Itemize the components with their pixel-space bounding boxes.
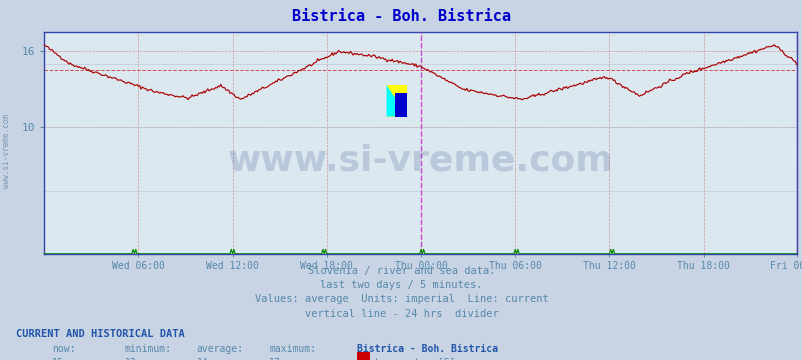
Text: minimum:: minimum: <box>124 344 172 354</box>
Text: 17: 17 <box>269 358 281 360</box>
Text: vertical line - 24 hrs  divider: vertical line - 24 hrs divider <box>304 309 498 319</box>
Text: last two days / 5 minutes.: last two days / 5 minutes. <box>320 280 482 290</box>
Text: Bistrica - Boh. Bistrica: Bistrica - Boh. Bistrica <box>292 9 510 24</box>
Text: Bistrica - Boh. Bistrica: Bistrica - Boh. Bistrica <box>357 344 498 354</box>
Text: maximum:: maximum: <box>269 344 316 354</box>
Text: 15: 15 <box>52 358 64 360</box>
Text: www.si-vreme.com: www.si-vreme.com <box>2 114 11 188</box>
Text: average:: average: <box>196 344 244 354</box>
Text: 12: 12 <box>124 358 136 360</box>
Text: Values: average  Units: imperial  Line: current: Values: average Units: imperial Line: cu… <box>254 294 548 305</box>
Text: Slovenia / river and sea data.: Slovenia / river and sea data. <box>307 266 495 276</box>
Text: now:: now: <box>52 344 75 354</box>
Text: www.si-vreme.com: www.si-vreme.com <box>227 144 613 178</box>
Text: CURRENT AND HISTORICAL DATA: CURRENT AND HISTORICAL DATA <box>16 329 184 339</box>
Bar <box>386 85 407 117</box>
Bar <box>395 93 407 117</box>
Text: temperature[F]: temperature[F] <box>373 358 455 360</box>
Text: 14: 14 <box>196 358 209 360</box>
Polygon shape <box>386 85 407 117</box>
